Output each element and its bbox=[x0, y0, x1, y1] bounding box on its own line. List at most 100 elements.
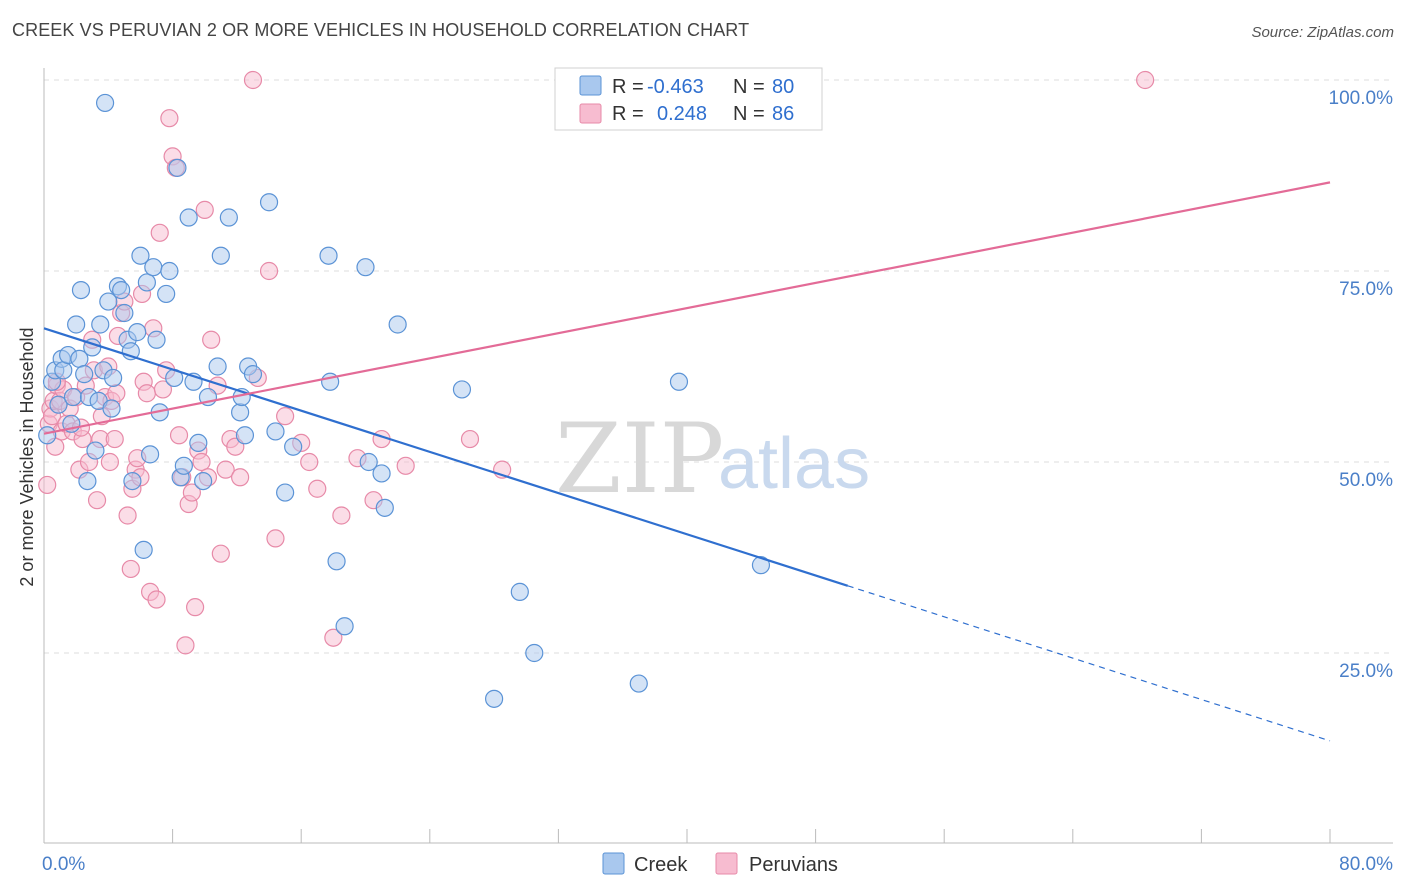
peruvian-point bbox=[266, 529, 285, 548]
creek-point bbox=[91, 315, 110, 334]
creek-point bbox=[231, 403, 250, 422]
peruvian-point bbox=[396, 456, 415, 475]
peruvian-point bbox=[308, 479, 327, 498]
peruvian-point bbox=[176, 636, 195, 655]
creek-point bbox=[525, 643, 544, 663]
creek-point bbox=[179, 208, 198, 227]
peruvian-point bbox=[160, 109, 179, 128]
peruvian-point bbox=[87, 491, 107, 510]
peruvian-point bbox=[324, 628, 343, 647]
creek-point bbox=[259, 193, 279, 212]
peruvian-point bbox=[216, 460, 235, 479]
creek-point bbox=[140, 445, 160, 464]
peruvian-point bbox=[231, 468, 250, 487]
creek-point bbox=[67, 315, 86, 334]
y-axis-label: 2 or more Vehicles in Household bbox=[17, 327, 37, 586]
x-tick-label-min: 0.0% bbox=[42, 854, 85, 875]
peruvian-points bbox=[38, 70, 1155, 655]
creek-point bbox=[388, 315, 407, 334]
watermark-zip: ZIP bbox=[555, 403, 724, 515]
creek-point bbox=[359, 452, 378, 472]
axes bbox=[43, 68, 1393, 844]
bottom-legend-creek-swatch bbox=[602, 852, 625, 875]
peruvian-point bbox=[169, 426, 189, 445]
peruvian-point bbox=[186, 598, 205, 617]
creek-point bbox=[54, 361, 73, 380]
peruvian-point bbox=[121, 559, 140, 579]
creek-point bbox=[452, 380, 472, 399]
legend-peru-swatch bbox=[579, 103, 602, 124]
legend-creek-n-value: 80 bbox=[772, 76, 794, 98]
peruvian-point bbox=[195, 200, 214, 219]
creek-point bbox=[327, 552, 346, 571]
creek-point bbox=[160, 261, 179, 281]
peruvian-point bbox=[107, 384, 126, 403]
x-tick-label-max: 80.0% bbox=[1339, 854, 1393, 875]
y-tick-labels: 25.0% 50.0% 75.0% 100.0% bbox=[1329, 88, 1394, 682]
peruvian-point bbox=[192, 452, 211, 472]
creek-point bbox=[102, 399, 121, 418]
creek-point bbox=[319, 246, 338, 265]
creek-point bbox=[510, 582, 529, 601]
y-tick-label-50: 50.0% bbox=[1339, 470, 1393, 491]
creek-point bbox=[78, 472, 97, 491]
creek-point bbox=[134, 540, 153, 559]
bottom-legend-peru-label: Peruvians bbox=[749, 854, 838, 876]
creek-point bbox=[485, 689, 504, 708]
peruvian-point bbox=[182, 483, 201, 502]
creek-point bbox=[123, 472, 142, 491]
creek-trend-line bbox=[43, 327, 849, 587]
legend-creek-r-label: R = bbox=[612, 76, 644, 98]
creek-point bbox=[243, 365, 263, 384]
creek-point bbox=[86, 441, 105, 460]
legend-peru-n-label: N = bbox=[733, 103, 765, 125]
peruvian-point bbox=[153, 380, 173, 399]
chart-title: CREEK VS PERUVIAN 2 OR MORE VEHICLES IN … bbox=[12, 20, 750, 40]
creek-point bbox=[629, 674, 648, 693]
peruvian-trend-line bbox=[43, 181, 1331, 435]
creek-point bbox=[112, 281, 131, 300]
creek-point bbox=[144, 258, 163, 277]
creek-point bbox=[128, 323, 147, 342]
creek-point bbox=[266, 422, 285, 441]
peruvian-point bbox=[276, 407, 295, 426]
creek-point bbox=[211, 246, 230, 265]
peruvian-point bbox=[105, 429, 124, 449]
creek-point bbox=[38, 426, 57, 445]
creek-point bbox=[356, 258, 375, 277]
creek-point bbox=[189, 433, 208, 452]
creek-point bbox=[375, 498, 394, 517]
creek-point bbox=[63, 387, 83, 407]
peruvian-point bbox=[118, 506, 137, 525]
y-tick-label-75: 75.0% bbox=[1339, 279, 1393, 300]
creek-point bbox=[174, 456, 193, 475]
legend-peru-r-value: 0.248 bbox=[657, 103, 707, 125]
peruvian-point bbox=[147, 590, 166, 609]
trend-lines bbox=[43, 181, 1331, 742]
legend-creek-swatch bbox=[579, 75, 602, 96]
peruvian-point bbox=[460, 429, 480, 449]
peruvian-point bbox=[211, 544, 230, 563]
creek-point bbox=[276, 483, 295, 502]
creek-point bbox=[168, 158, 187, 177]
peruvian-point bbox=[300, 452, 319, 472]
creek-points bbox=[38, 93, 771, 708]
peruvian-point bbox=[1136, 70, 1155, 90]
peruvian-point bbox=[332, 506, 351, 525]
creek-point bbox=[49, 395, 68, 414]
creek-point bbox=[131, 246, 150, 265]
peruvian-point bbox=[259, 261, 279, 281]
creek-trend-extrapolation bbox=[847, 585, 1331, 742]
legend-peru-n-value: 86 bbox=[772, 103, 794, 125]
creek-point bbox=[99, 292, 118, 311]
creek-point bbox=[219, 208, 238, 227]
creek-point bbox=[194, 472, 213, 491]
creek-point bbox=[284, 437, 303, 456]
creek-point bbox=[335, 617, 354, 636]
creek-point bbox=[372, 464, 391, 483]
creek-point bbox=[147, 330, 166, 349]
legend-creek-n-label: N = bbox=[733, 76, 765, 98]
creek-point bbox=[104, 368, 123, 388]
legend-box: R = -0.463 N = 80 R = 0.248 N = 86 bbox=[554, 67, 823, 131]
creek-point bbox=[751, 556, 771, 575]
